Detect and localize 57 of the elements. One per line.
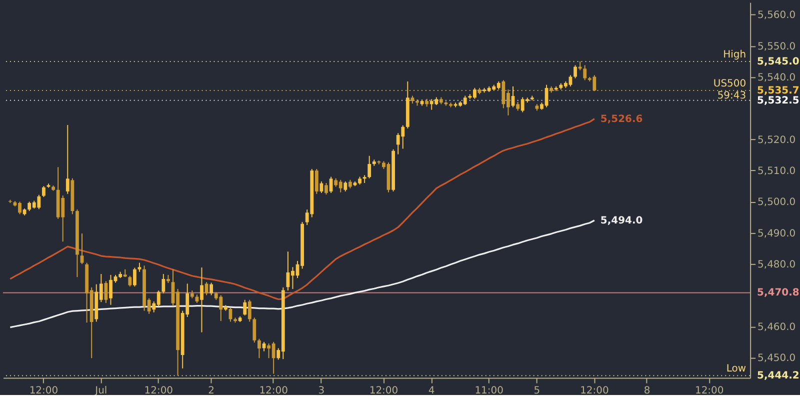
candlestick — [243, 299, 247, 316]
y-tick-label: 5,560.0 — [758, 10, 796, 22]
annotation: Low — [726, 364, 746, 375]
candlestick — [248, 299, 252, 322]
x-tick-label: 12:00 — [580, 385, 609, 396]
x-tick-label: 2 — [208, 385, 214, 396]
ref-line-label: 5,444.2 — [757, 370, 800, 382]
y-tick-label: 5,550.0 — [758, 41, 796, 52]
candlestick — [128, 275, 132, 287]
annotation: High — [723, 49, 746, 60]
x-tick-label: 8 — [644, 385, 650, 396]
candlestick — [66, 124, 70, 194]
x-tick-label: 12:00 — [369, 385, 398, 396]
annotation: US500 — [713, 78, 746, 90]
data-label: 5,494.0 — [600, 215, 643, 226]
ref-line-label: 5,532.5 — [757, 95, 800, 106]
ref-line-label: 5,535.7 — [757, 85, 800, 96]
candlestick — [329, 176, 333, 194]
candlestick — [583, 64, 587, 81]
candlestick — [138, 262, 142, 272]
y-tick-label: 5,480.0 — [758, 260, 796, 271]
candlestick — [200, 266, 204, 333]
y-tick-label: 5,500.0 — [758, 197, 796, 208]
line-series — [9, 220, 596, 328]
x-tick-label: 5 — [534, 385, 540, 396]
ref-line-label: 5,545.0 — [757, 56, 800, 68]
x-tick-label: 12:00 — [29, 385, 58, 396]
y-tick-label: 5,520.0 — [758, 134, 796, 146]
candlestick — [324, 182, 328, 196]
candlestick — [344, 180, 348, 192]
candlestick — [80, 232, 84, 265]
candlestick — [574, 64, 577, 79]
candlestick — [132, 267, 136, 287]
data-label: 5,526.6 — [600, 114, 643, 125]
y-tick-label: 5,460.0 — [758, 322, 796, 333]
candlestick — [368, 155, 372, 179]
y-tick-label: 5,510.0 — [758, 166, 796, 178]
candlestick — [252, 317, 256, 344]
y-tick-label: 5,450.0 — [758, 353, 796, 364]
annotation: 59:43 — [717, 90, 746, 102]
x-tick-label: 12:00 — [259, 385, 288, 396]
x-tick-label: 11:00 — [474, 385, 504, 396]
ref-line-label: 5,470.8 — [757, 288, 800, 299]
x-tick-label: 4 — [428, 385, 435, 396]
x-tick-label: Jul — [94, 385, 108, 396]
candlestick — [162, 273, 166, 294]
y-tick-label: 5,490.0 — [758, 228, 796, 240]
candlestick — [314, 168, 318, 194]
candlestick — [210, 282, 214, 296]
x-tick-label: 12:00 — [694, 385, 724, 396]
x-tick-label: 3 — [318, 385, 325, 396]
candlestick — [258, 338, 261, 359]
y-tick-label: 5,540.0 — [758, 72, 796, 84]
line-series — [9, 118, 596, 300]
candlestick — [204, 282, 208, 296]
candlestick — [42, 186, 46, 198]
x-tick-label: 12:00 — [144, 385, 173, 396]
